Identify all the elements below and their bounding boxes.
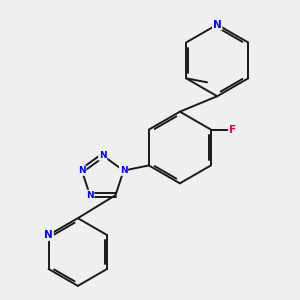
Text: N: N (120, 166, 128, 175)
Text: F: F (229, 124, 236, 135)
Text: N: N (99, 151, 106, 160)
Text: N: N (44, 230, 53, 240)
Text: N: N (86, 190, 94, 200)
Text: N: N (213, 20, 222, 30)
Text: N: N (78, 166, 86, 175)
